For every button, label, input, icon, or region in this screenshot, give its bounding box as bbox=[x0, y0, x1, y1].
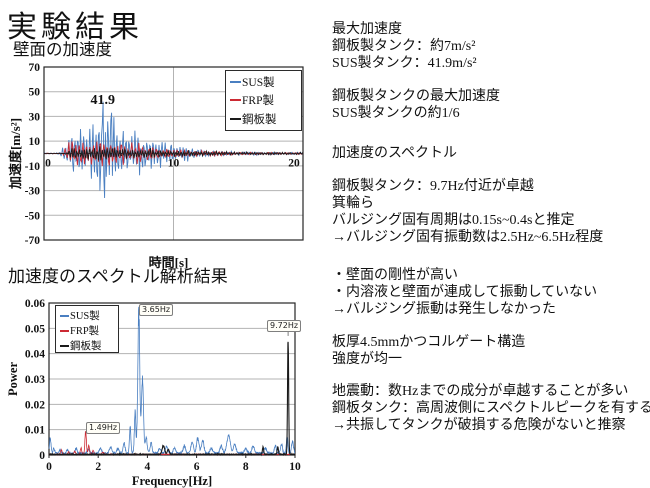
legend-label: SUS製 bbox=[242, 77, 275, 90]
legend-line-swatch bbox=[230, 99, 241, 102]
text-line: 地震動：数Hzまでの成分が卓越することが多い bbox=[332, 384, 629, 399]
chart2-title: 加速度のスペクトル解析結果 bbox=[8, 267, 228, 286]
y-tick-label: -10 bbox=[25, 161, 41, 173]
legend-label: FRP製 bbox=[242, 95, 274, 108]
y-tick-label: 0.02 bbox=[25, 399, 45, 411]
y-tick-label: 10 bbox=[29, 136, 41, 148]
legend-label: 鋼板製 bbox=[70, 341, 102, 352]
text-line: ・壁面の剛性が高い bbox=[332, 268, 458, 283]
y-tick-label: 70 bbox=[29, 62, 41, 74]
text-line: →共振してタンクが破損する危険がないと推察 bbox=[332, 418, 626, 433]
peak-callout: 9.72Hz bbox=[267, 320, 302, 332]
x-tick-label: 4 bbox=[145, 461, 151, 473]
text-line: 最大加速度 bbox=[332, 22, 402, 37]
legend-entry: SUS製 bbox=[60, 308, 114, 323]
x-tick-label: 6 bbox=[194, 461, 200, 473]
x-axis-label: Frequency[Hz] bbox=[132, 474, 212, 488]
y-axis-label: 加速度[m/s²] bbox=[8, 118, 23, 190]
peak-annotation: 41.9 bbox=[90, 93, 115, 108]
text-line: SUS製タンク：41.9m/s² bbox=[332, 56, 477, 71]
x-tick-label: 10 bbox=[168, 158, 180, 170]
text-line: 鋼板タンク：高周波側にスペクトルピークを有する bbox=[332, 401, 650, 416]
text-line: 鋼板製タンクの最大加速度 bbox=[332, 89, 500, 104]
peak-callout: 3.65Hz bbox=[139, 304, 174, 316]
text-line: 板厚4.5mmかつコルゲート構造 bbox=[332, 335, 526, 350]
notes-group: ・壁面の剛性が高い・内溶液と壁面が連成して振動していない →バルジング振動は発生し… bbox=[332, 267, 650, 318]
notes-group: 鋼板製タンクの最大加速度 SUS製タンクの約1/6 bbox=[332, 88, 650, 122]
peak-callout: 1.49Hz bbox=[86, 422, 121, 434]
legend-line-swatch bbox=[230, 81, 241, 84]
notes-group: 最大加速度鋼板製タンク：約7m/s² SUS製タンク：41.9m/s² bbox=[332, 21, 650, 72]
y-tick-label: 0.06 bbox=[25, 298, 45, 310]
chart1-title: 壁面の加速度 bbox=[13, 40, 112, 59]
y-tick-label: 0.05 bbox=[25, 323, 45, 335]
legend-line-swatch bbox=[230, 117, 241, 120]
spectrum-chart: 0.06 0.05 0.04 0.03 0.02 0.01 00 2 4 6 8 10 Power Fre… bbox=[6, 298, 301, 488]
text-line: 鋼板製タンク：約7m/s² bbox=[332, 39, 476, 54]
notes-group: 地震動：数Hzまでの成分が卓越することが多い鋼板タンク：高周波側にスペクトルピー… bbox=[332, 383, 650, 434]
legend-entry: SUS製 bbox=[230, 74, 297, 90]
y-tick-label: -50 bbox=[25, 210, 41, 222]
acceleration-time-chart: 70 50 30 10 -10 -30 -50 -70 0 10 20 41.9 加速度[m/s²] 時間… bbox=[8, 62, 304, 270]
y-tick-label: 0.01 bbox=[25, 425, 45, 437]
text-line: 加速度のスペクトル bbox=[332, 146, 458, 161]
legend-entry: 鋼板製 bbox=[60, 338, 114, 353]
legend-label: FRP製 bbox=[70, 326, 100, 337]
y-tick-label: -70 bbox=[25, 235, 41, 247]
notes-group: 板厚4.5mmかつコルゲート構造 強度が均一 bbox=[332, 334, 650, 368]
text-line: 箕輪ら bbox=[332, 196, 374, 211]
y-tick-label: 50 bbox=[29, 87, 41, 99]
text-line: バルジング固有周期は0.15s~0.4sと推定 bbox=[332, 213, 575, 228]
x-tick-label: 20 bbox=[288, 158, 300, 170]
text-line: 鋼板製タンク：9.7Hz付近が卓越 bbox=[332, 179, 534, 194]
y-tick-label: 30 bbox=[29, 111, 41, 123]
x-tick-label: 8 bbox=[243, 461, 249, 473]
series-line-steel bbox=[48, 341, 296, 457]
notes-group: 加速度のスペクトル bbox=[332, 145, 650, 162]
legend-label: 鋼板製 bbox=[242, 113, 277, 126]
y-tick-label: 0.04 bbox=[25, 349, 45, 361]
legend-entry: FRP製 bbox=[230, 92, 297, 108]
page-title: 実験結果 bbox=[7, 11, 143, 44]
x-axis-label: 時間[s] bbox=[149, 255, 189, 270]
legend-line-swatch bbox=[60, 314, 69, 317]
text-line: 強度が均一 bbox=[332, 352, 402, 367]
chart1-legend: SUS製 FRP製鋼板製 bbox=[225, 70, 302, 131]
legend-line-swatch bbox=[60, 344, 69, 347]
x-tick-label: 0 bbox=[45, 158, 51, 170]
y-tick-label: 0 bbox=[39, 450, 45, 462]
y-axis-label: Power bbox=[6, 362, 20, 396]
text-line: SUS製タンクの約1/6 bbox=[332, 106, 460, 121]
text-line: ・内溶液と壁面が連成して振動していない bbox=[332, 285, 598, 300]
y-tick-label: 0.03 bbox=[25, 374, 45, 386]
chart2-legend: SUS製 FRP製鋼板製 bbox=[55, 305, 119, 353]
text-line: →バルジング振動は発生しなかった bbox=[332, 302, 556, 317]
series-line-steel bbox=[43, 146, 304, 161]
text-line: →バルジング固有振動数は2.5Hz~6.5Hz程度 bbox=[332, 230, 604, 245]
notes-group: 鋼板製タンク：9.7Hz付近が卓越 箕輪らバルジング固有周期は0.15s~0.4s… bbox=[332, 178, 650, 246]
legend-entry: 鋼板製 bbox=[230, 111, 297, 127]
series-line-frp bbox=[48, 431, 296, 456]
x-tick-label: 10 bbox=[289, 461, 301, 473]
legend-entry: FRP製 bbox=[60, 323, 114, 338]
y-tick-label: -30 bbox=[25, 186, 41, 198]
x-tick-label: 2 bbox=[95, 461, 101, 473]
legend-label: SUS製 bbox=[70, 311, 100, 322]
legend-line-swatch bbox=[60, 329, 69, 332]
x-tick-label: 0 bbox=[46, 461, 52, 473]
